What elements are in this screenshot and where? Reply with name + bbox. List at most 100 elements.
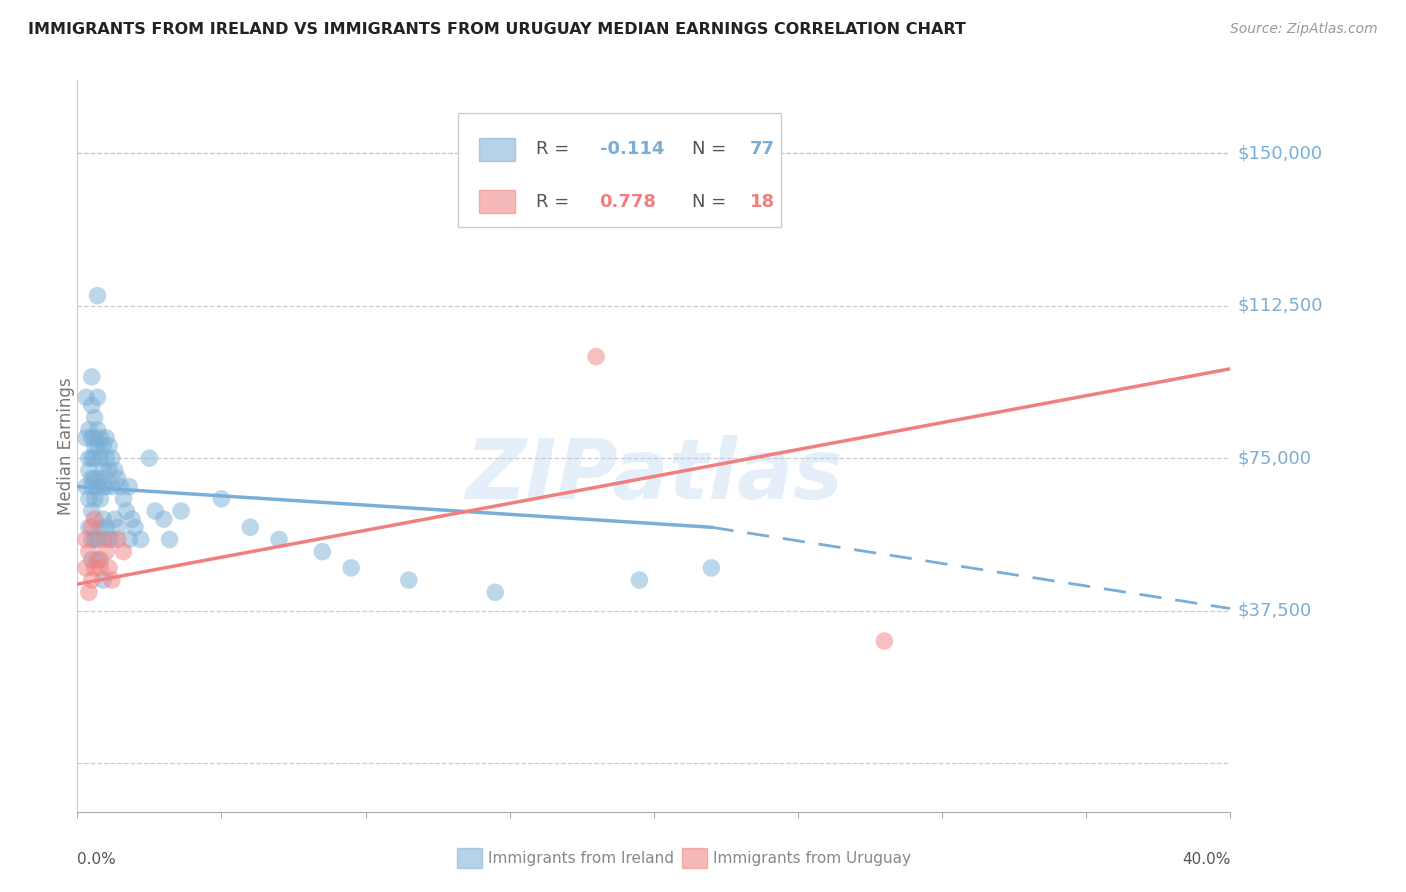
Point [89, 471, 111, 485]
Point [101, 573, 124, 587]
Point [77, 491, 100, 506]
Point [77, 423, 100, 437]
Point [77, 451, 100, 466]
Point [170, 504, 193, 518]
Text: R =: R = [536, 193, 575, 211]
Point [138, 451, 160, 466]
Point [77, 463, 100, 477]
Point [112, 544, 135, 558]
Point [83, 451, 105, 466]
Point [86, 533, 108, 547]
Point [153, 512, 174, 526]
Point [89, 520, 111, 534]
Point [75, 561, 97, 575]
Point [101, 451, 124, 466]
Point [98, 463, 121, 477]
Text: $112,500: $112,500 [1237, 297, 1323, 315]
Point [159, 533, 181, 547]
Point [873, 634, 896, 648]
Point [80, 573, 103, 587]
Point [96, 451, 118, 466]
Point [80, 480, 103, 494]
Point [107, 471, 129, 485]
Point [89, 553, 111, 567]
Point [91, 480, 114, 494]
Text: -0.114: -0.114 [599, 140, 664, 159]
Point [129, 533, 152, 547]
Text: Immigrants from Ireland: Immigrants from Ireland [488, 851, 673, 865]
Point [110, 480, 132, 494]
Point [700, 561, 723, 575]
Point [115, 504, 138, 518]
Point [91, 439, 114, 453]
Point [75, 431, 97, 445]
Point [83, 439, 105, 453]
Text: 40.0%: 40.0% [1182, 852, 1230, 867]
Point [86, 439, 108, 453]
Point [107, 533, 129, 547]
Point [124, 520, 146, 534]
Bar [458, 113, 780, 227]
Bar [478, 190, 516, 213]
Text: $75,000: $75,000 [1237, 450, 1312, 467]
Point [112, 491, 135, 506]
Point [91, 512, 114, 526]
Point [121, 512, 143, 526]
Point [80, 471, 103, 485]
Text: Source: ZipAtlas.com: Source: ZipAtlas.com [1230, 22, 1378, 37]
Text: 0.0%: 0.0% [77, 852, 117, 867]
Point [96, 431, 118, 445]
Point [96, 544, 118, 558]
Point [91, 463, 114, 477]
Point [80, 533, 103, 547]
Text: $150,000: $150,000 [1237, 145, 1323, 162]
Point [86, 390, 108, 404]
Point [89, 451, 111, 466]
Point [75, 533, 97, 547]
Text: R =: R = [536, 140, 575, 159]
Point [80, 553, 103, 567]
Point [239, 520, 262, 534]
Point [75, 390, 97, 404]
Y-axis label: Median Earnings: Median Earnings [58, 377, 75, 515]
Point [89, 561, 111, 575]
Text: N =: N = [692, 193, 733, 211]
Point [86, 480, 108, 494]
Point [77, 520, 100, 534]
Point [83, 512, 105, 526]
Point [80, 431, 103, 445]
Text: 77: 77 [749, 140, 775, 159]
Point [484, 585, 506, 599]
Point [80, 398, 103, 412]
Point [101, 533, 124, 547]
Point [104, 512, 127, 526]
Point [107, 520, 129, 534]
Text: $37,500: $37,500 [1237, 601, 1312, 620]
Point [91, 573, 114, 587]
Point [143, 504, 166, 518]
Point [91, 533, 114, 547]
Point [80, 451, 103, 466]
Point [86, 288, 108, 302]
Point [80, 520, 103, 534]
Point [83, 561, 105, 575]
Text: 0.778: 0.778 [599, 193, 657, 211]
Point [211, 491, 233, 506]
Point [98, 561, 121, 575]
Point [118, 533, 141, 547]
Text: IMMIGRANTS FROM IRELAND VS IMMIGRANTS FROM URUGUAY MEDIAN EARNINGS CORRELATION C: IMMIGRANTS FROM IRELAND VS IMMIGRANTS FR… [28, 22, 966, 37]
Point [118, 480, 141, 494]
Point [98, 533, 121, 547]
Point [96, 520, 118, 534]
Point [340, 561, 363, 575]
Point [83, 491, 105, 506]
Text: Immigrants from Uruguay: Immigrants from Uruguay [713, 851, 911, 865]
Point [86, 553, 108, 567]
Point [83, 431, 105, 445]
Point [89, 431, 111, 445]
Text: 18: 18 [749, 193, 775, 211]
Point [75, 480, 97, 494]
Bar [478, 137, 516, 161]
Point [98, 439, 121, 453]
Text: N =: N = [692, 140, 733, 159]
